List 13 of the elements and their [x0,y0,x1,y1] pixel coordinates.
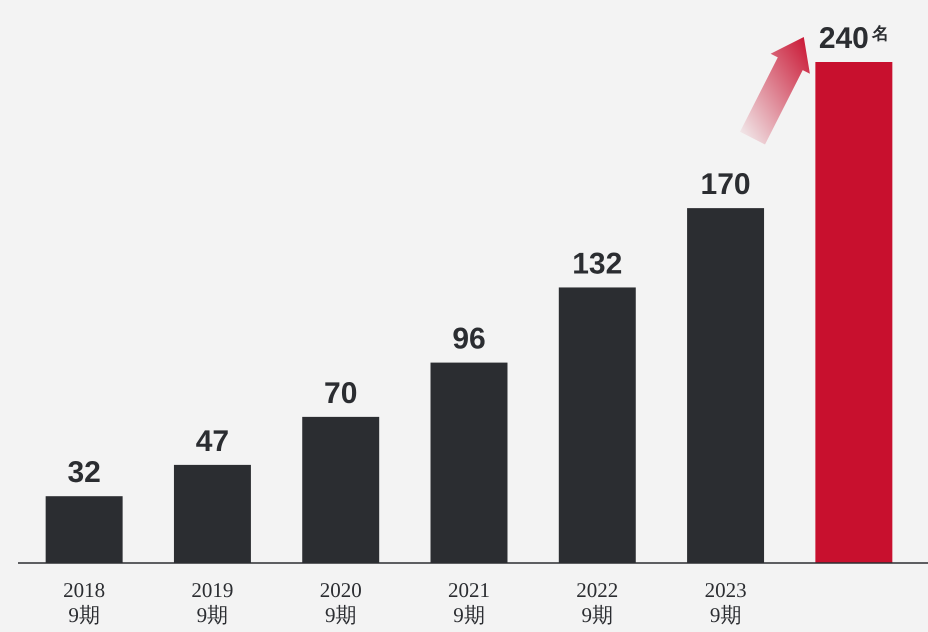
data-label: 132 [572,247,622,280]
data-label: 70 [324,376,358,410]
data-label: 96 [452,322,486,356]
data-label: 47 [196,424,230,458]
x-tick-label: 2020 9期 [320,578,362,627]
x-tick-label: 2021 9期 [448,578,490,627]
x-tick-label: 2019 9期 [191,578,234,627]
x-tick-label: 2018 9期 [63,578,106,627]
data-label: 240$^{名}$ [818,22,889,55]
x-tick-label: 2023 9期 [704,578,747,627]
x-tick-label: 2022 9期 [576,578,618,627]
data-label: 170 [700,168,751,202]
data-label: 32 [67,456,101,490]
